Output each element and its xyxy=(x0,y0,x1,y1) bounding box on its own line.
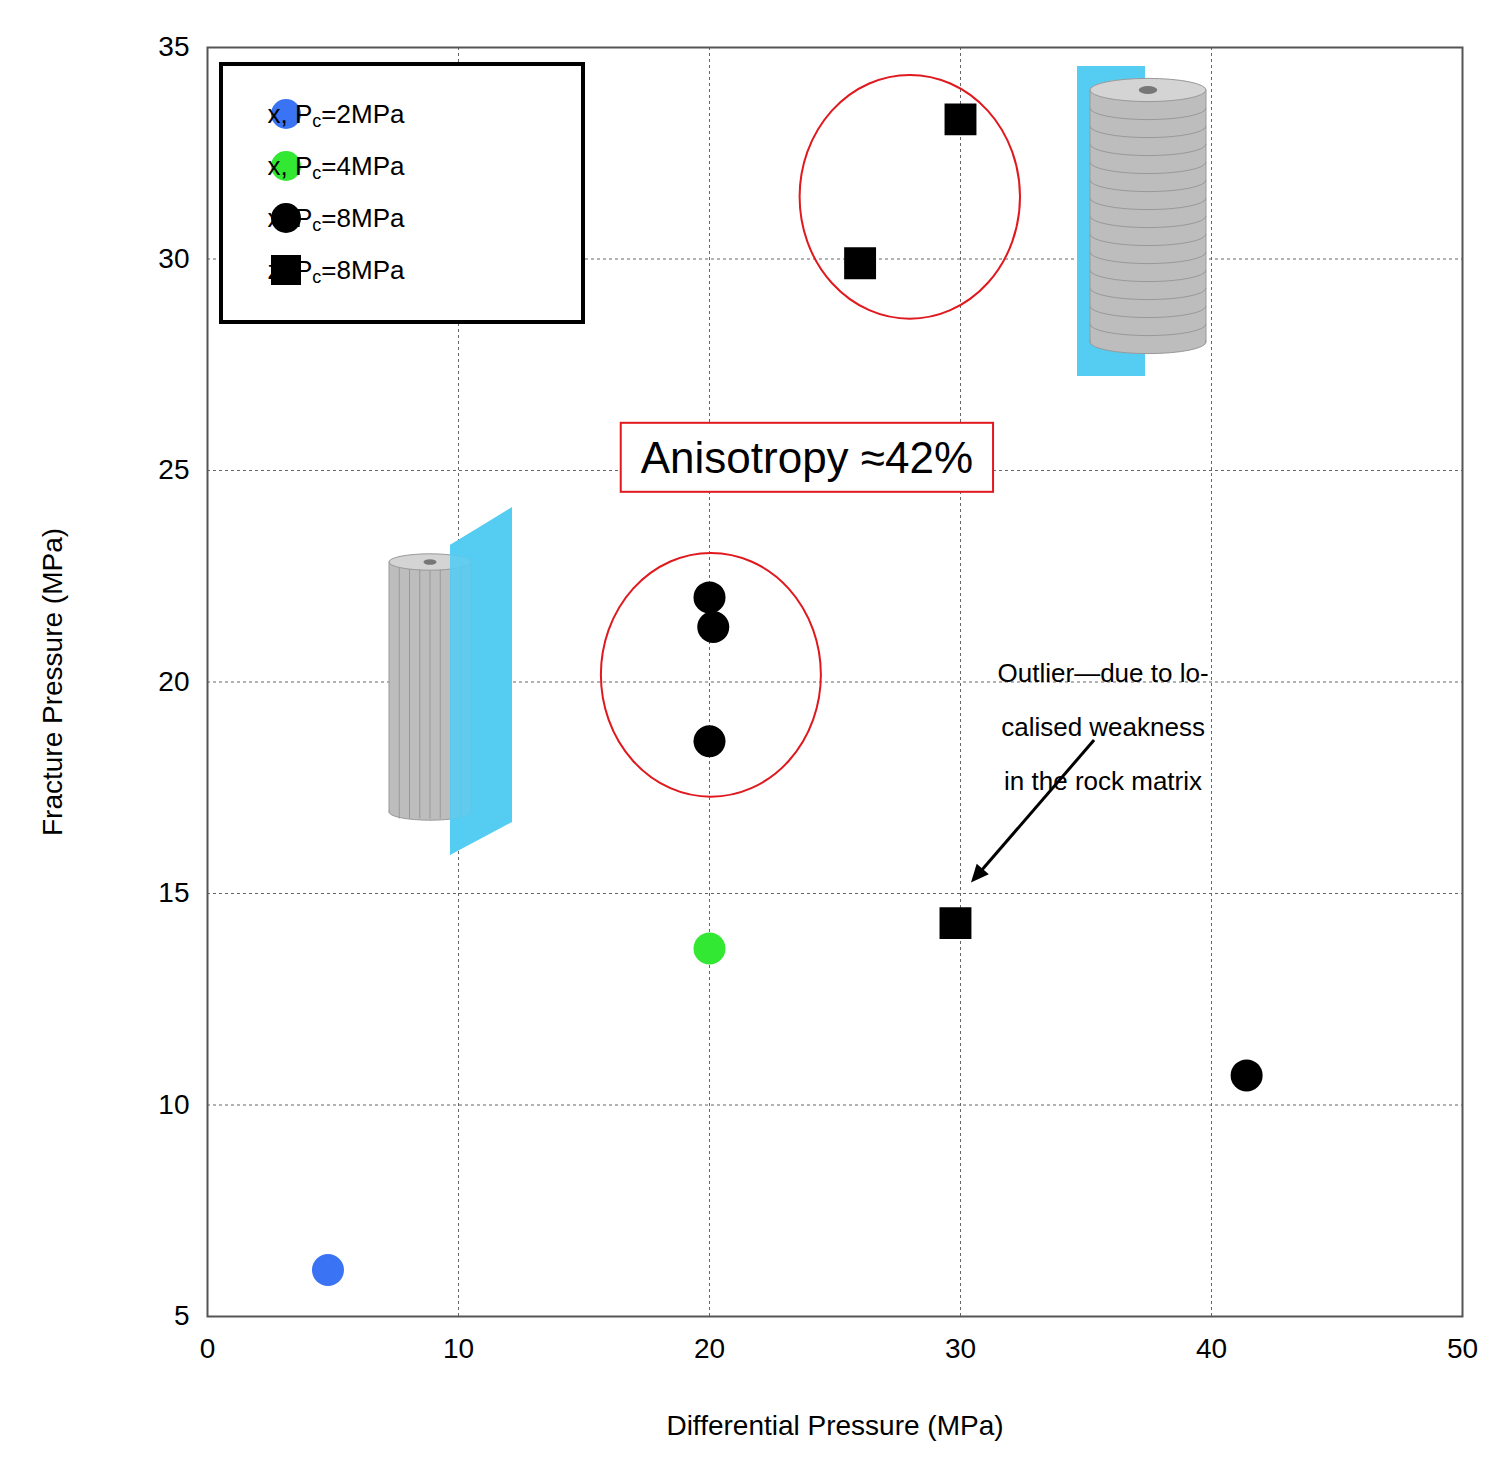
svg-text:30: 30 xyxy=(945,1333,976,1364)
svg-text:40: 40 xyxy=(1196,1333,1227,1364)
svg-text:20: 20 xyxy=(158,666,189,697)
svg-text:50: 50 xyxy=(1447,1333,1478,1364)
svg-text:Anisotropy ≈42%: Anisotropy ≈42% xyxy=(641,433,973,482)
svg-text:15: 15 xyxy=(158,877,189,908)
svg-text:x, Pc=8MPa: x, Pc=8MPa xyxy=(268,203,405,235)
svg-text:5: 5 xyxy=(174,1300,190,1331)
svg-text:x, Pc=4MPa: x, Pc=4MPa xyxy=(268,151,405,183)
svg-text:Differential Pressure (MPa): Differential Pressure (MPa) xyxy=(666,1410,1003,1441)
svg-text:0: 0 xyxy=(200,1333,216,1364)
svg-text:x, Pc=2MPa: x, Pc=2MPa xyxy=(268,99,405,131)
svg-text:Outlier—due to lo-calised weak: Outlier—due to lo-calised weaknessin the… xyxy=(998,658,1209,796)
svg-text:10: 10 xyxy=(158,1089,189,1120)
svg-text:35: 35 xyxy=(158,31,189,62)
svg-text:10: 10 xyxy=(443,1333,474,1364)
svg-text:25: 25 xyxy=(158,454,189,485)
svg-text:Fracture Pressure (MPa): Fracture Pressure (MPa) xyxy=(37,528,68,836)
svg-text:30: 30 xyxy=(158,243,189,274)
svg-text:z, Pc=8MPa: z, Pc=8MPa xyxy=(268,255,405,287)
svg-text:20: 20 xyxy=(694,1333,725,1364)
